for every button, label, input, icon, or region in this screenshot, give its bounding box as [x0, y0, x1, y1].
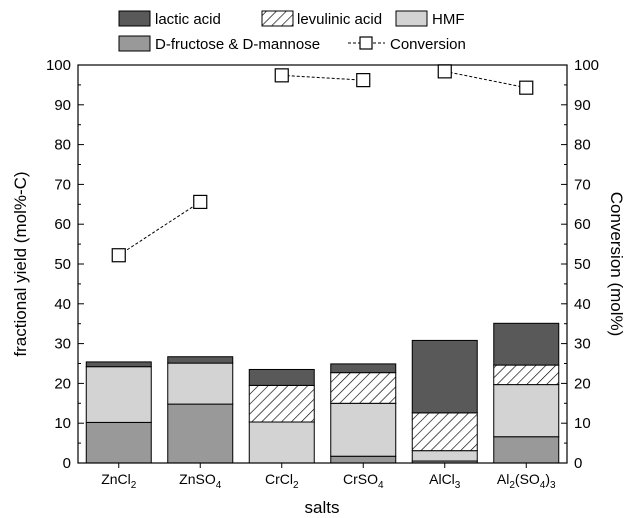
bar-lactic-acid-5 [493, 322, 560, 366]
y-tick-label-100: 100 [46, 57, 71, 74]
y2-tick-label-60: 60 [574, 216, 591, 233]
bar-levulinic-acid-4 [411, 412, 478, 452]
bar-d-fructose-d-mannose-5 [493, 436, 560, 464]
bar-hmf-5 [493, 384, 560, 438]
legend-swatch-fructose-mannose [118, 35, 151, 52]
y-tick-label-40: 40 [54, 296, 71, 313]
conversion-marker-0 [111, 248, 126, 263]
x-axis-title: salts [305, 498, 340, 517]
y-tick-label-60: 60 [54, 216, 71, 233]
bar-d-fructose-d-mannose-3 [330, 455, 397, 464]
y2-tick-label-30: 30 [574, 336, 591, 353]
conversion-line-segment-0 [118, 201, 201, 256]
conversion-marker-4 [437, 64, 452, 79]
y2-tick-label-70: 70 [574, 176, 591, 193]
bar-hmf-0 [85, 366, 152, 423]
x-tick-label-0: ZnCl2 [101, 471, 137, 491]
legend-label-hmf: HMF [432, 11, 465, 28]
conversion-marker-1 [193, 194, 208, 210]
conversion-line-segment-1 [281, 74, 364, 81]
bar-levulinic-acid-3 [330, 372, 397, 404]
y-tick-label-20: 20 [54, 375, 71, 392]
x-tick-label-5: Al2(SO4)3 [497, 471, 556, 491]
legend-label-conversion: Conversion [390, 36, 466, 53]
bar-levulinic-acid-5 [493, 364, 560, 386]
bar-lactic-acid-2 [248, 368, 315, 386]
y2-tick-label-10: 10 [574, 415, 591, 432]
y-tick-label-0: 0 [63, 455, 71, 472]
bar-lactic-acid-3 [330, 363, 397, 374]
y2-tick-label-90: 90 [574, 97, 591, 114]
y-tick-label-90: 90 [54, 97, 71, 114]
plot-area: 0 10 20 30 40 50 60 70 80 90 100 0 10 20 30 40 50 60 70 80… [46, 57, 599, 491]
y2-tick-label-20: 20 [574, 375, 591, 392]
legend-label-fructose-mannose: D-fructose & D-mannose [155, 36, 320, 53]
y-axis-title: fractional yield (mol%-C) [11, 171, 30, 356]
y2-tick-label-0: 0 [574, 455, 582, 472]
legend-swatch-hmf [395, 10, 428, 27]
y-tick-label-50: 50 [54, 256, 71, 273]
conversion-marker-3 [356, 73, 371, 88]
y2-axis-title: Conversion (mol%) [607, 192, 624, 337]
bar-levulinic-acid-2 [248, 384, 315, 423]
bar-d-fructose-d-mannose-1 [167, 403, 234, 464]
legend: lactic acid levulinic acid HMF D-fructos… [118, 10, 466, 53]
y-axis-left: 0 10 20 30 40 50 60 70 80 90 100 [46, 57, 84, 472]
legend-swatch-levulinic-acid [261, 10, 294, 27]
x-axis: ZnCl2 ZnSO4 CrCl2 CrSO4 AlCl3 Al2(SO4)3 [101, 463, 556, 491]
bar-d-fructose-d-mannose-0 [85, 421, 152, 464]
y2-tick-label-100: 100 [574, 57, 599, 74]
legend-swatch-lactic-acid [118, 10, 151, 27]
bar-lactic-acid-0 [85, 361, 152, 368]
conversion-marker-2 [274, 68, 289, 83]
x-tick-label-4: AlCl3 [429, 471, 461, 491]
x-tick-label-2: CrCl2 [265, 471, 299, 491]
y2-tick-label-80: 80 [574, 137, 591, 154]
x-tick-label-1: ZnSO4 [179, 471, 222, 491]
conversion-line-segment-2 [444, 70, 527, 89]
bar-hmf-4 [411, 450, 478, 462]
conversion-series [111, 64, 534, 263]
y-axis-right: 0 10 20 30 40 50 60 70 80 90 100 [561, 57, 599, 472]
y-tick-label-80: 80 [54, 137, 71, 154]
y-tick-label-70: 70 [54, 176, 71, 193]
bar-hmf-2 [248, 421, 315, 464]
legend-label-levulinic-acid: levulinic acid [297, 11, 382, 28]
y-tick-label-30: 30 [54, 336, 71, 353]
bar-lactic-acid-1 [167, 356, 234, 364]
y2-tick-label-40: 40 [574, 296, 591, 313]
y2-tick-label-50: 50 [574, 256, 591, 273]
conversion-marker-5 [519, 80, 534, 95]
bar-hmf-1 [167, 362, 234, 405]
bar-group [85, 322, 560, 464]
legend-label-lactic-acid: lactic acid [155, 11, 221, 28]
legend-marker-conversion [359, 36, 373, 50]
x-tick-label-3: CrSO4 [343, 471, 384, 491]
bar-hmf-3 [330, 402, 397, 457]
bar-lactic-acid-4 [411, 339, 478, 414]
y-tick-label-10: 10 [54, 415, 71, 432]
